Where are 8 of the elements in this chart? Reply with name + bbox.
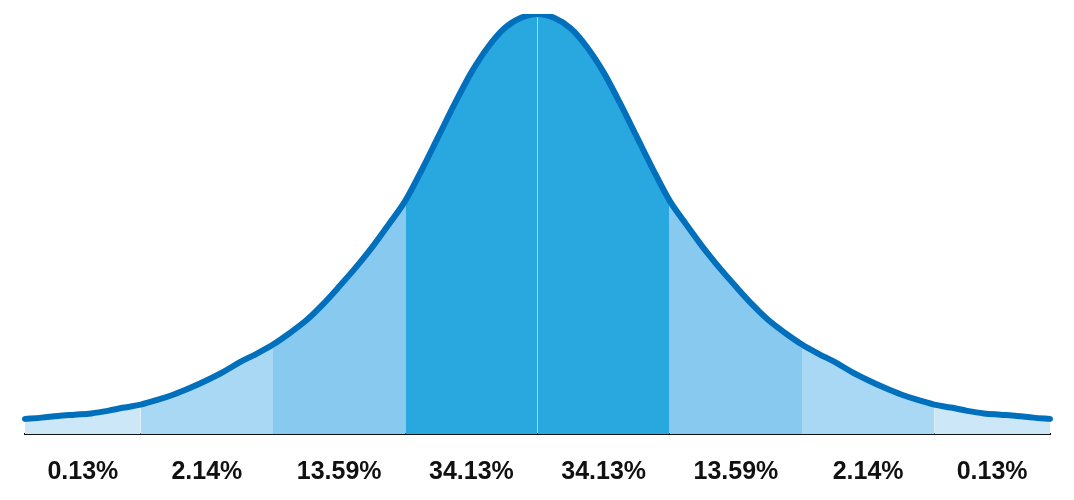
series-label: 0.13% (47, 456, 119, 485)
series-label: 34.13% (428, 456, 514, 485)
series-label: 0.13% (956, 456, 1028, 485)
series-label: 2.14% (832, 456, 904, 485)
series-label: 34.13% (561, 456, 647, 485)
series-label: 13.59% (693, 456, 779, 485)
series-label: 13.59% (296, 456, 382, 485)
series-label: 2.14% (171, 456, 243, 485)
